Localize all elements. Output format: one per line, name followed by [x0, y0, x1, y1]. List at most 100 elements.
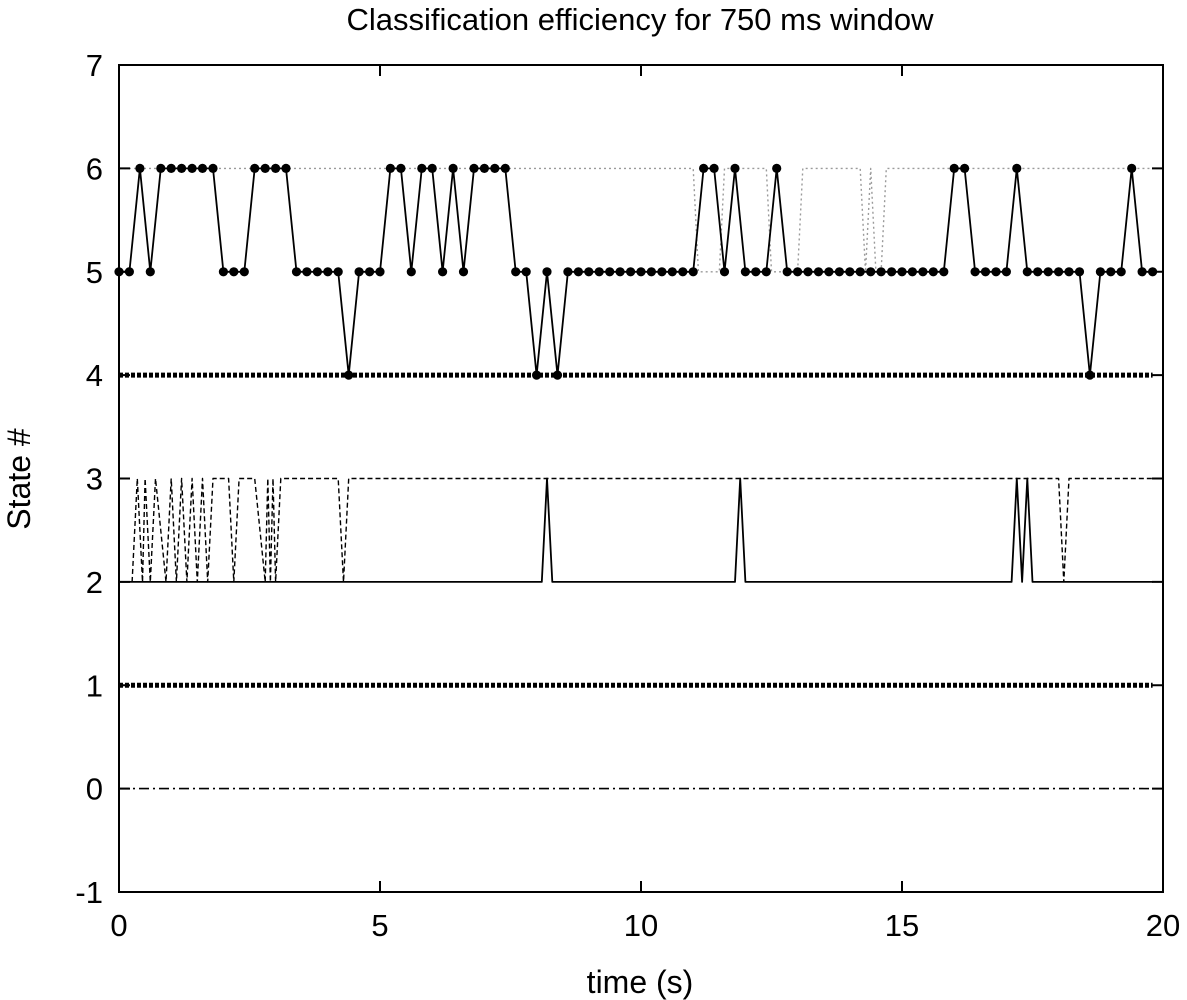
data-point-state-5-classified: [949, 163, 959, 173]
data-point-state-5-classified: [636, 267, 646, 277]
y-tick-label: 7: [86, 48, 103, 83]
data-point-state-5-classified: [521, 267, 531, 277]
data-point-state-5-classified: [406, 267, 416, 277]
data-point-state-5-classified: [866, 267, 876, 277]
data-point-state-5-classified: [563, 267, 573, 277]
y-tick-label: 1: [86, 668, 103, 703]
data-point-state-5-classified: [855, 267, 865, 277]
data-point-state-5-classified: [271, 163, 281, 173]
data-point-state-5-classified: [845, 267, 855, 277]
data-point-state-5-classified: [928, 267, 938, 277]
series-line-state-3: [131, 477, 1153, 583]
data-point-state-5-classified: [793, 267, 803, 277]
y-axis-label: State #: [1, 428, 37, 530]
data-point-state-5-classified: [166, 163, 176, 173]
data-point-state-5-classified: [479, 163, 489, 173]
data-point-state-5-classified: [1116, 267, 1126, 277]
data-point-state-5-classified: [511, 267, 521, 277]
data-point-state-5-classified: [323, 267, 333, 277]
data-point-state-5-classified: [1137, 267, 1147, 277]
data-point-state-5-classified: [980, 267, 991, 277]
data-point-state-5-classified: [991, 267, 1001, 277]
x-tick-label: 0: [110, 908, 127, 943]
data-point-state-5-classified: [907, 267, 918, 277]
y-tick-label: 4: [86, 358, 103, 393]
data-point-state-5-classified: [887, 267, 897, 277]
data-point-state-5-classified: [772, 163, 782, 173]
data-point-state-5-classified: [834, 267, 845, 277]
data-point-state-5-classified: [594, 267, 604, 277]
data-point-state-5-classified: [678, 267, 688, 277]
data-point-state-5-classified: [667, 267, 677, 277]
data-point-state-5-classified: [1085, 370, 1095, 380]
x-axis-label: time (s): [587, 964, 694, 1000]
data-point-state-5-classified: [375, 267, 385, 277]
data-point-state-5-classified: [1074, 267, 1085, 277]
series-line-state-5-classified: [119, 167, 1153, 377]
data-point-state-5-classified: [333, 267, 343, 277]
x-tick-label: 10: [624, 908, 658, 943]
data-point-state-5-classified: [469, 163, 479, 173]
y-tick-label: 2: [86, 565, 103, 600]
data-point-state-5-classified: [354, 267, 364, 277]
data-point-state-5-classified: [417, 163, 427, 173]
data-point-state-5-classified: [584, 267, 594, 277]
data-point-state-5-classified: [135, 163, 145, 173]
data-point-state-5-classified: [1127, 163, 1137, 173]
data-point-state-5-classified: [688, 267, 698, 277]
data-point-state-5-classified: [730, 163, 740, 173]
data-point-state-5-classified: [719, 267, 730, 277]
data-point-state-5-classified: [208, 163, 218, 173]
data-point-state-5-classified: [448, 163, 458, 173]
data-point-state-5-classified: [813, 267, 824, 277]
data-point-state-5-classified: [396, 163, 406, 173]
data-point-state-5-classified: [490, 163, 500, 173]
data-point-state-5-classified: [573, 267, 584, 277]
data-point-state-5-classified: [239, 267, 249, 277]
data-point-state-5-classified: [824, 267, 834, 277]
data-point-state-5-classified: [657, 267, 667, 277]
x-tick-label: 15: [885, 908, 919, 943]
data-point-state-5-classified: [782, 267, 792, 277]
data-point-state-5-classified: [970, 267, 980, 277]
data-point-state-5-classified: [260, 163, 270, 173]
x-tick-label: 20: [1146, 908, 1180, 943]
data-point-state-5-classified: [876, 267, 886, 277]
data-point-state-5-classified: [365, 267, 375, 277]
data-point-state-5-classified: [1033, 267, 1043, 277]
data-point-state-5-classified: [897, 267, 907, 277]
data-point-state-5-classified: [552, 370, 563, 380]
data-point-state-5-classified: [1054, 267, 1064, 277]
y-tick-label: 0: [86, 772, 103, 807]
data-point-state-5-classified: [177, 163, 187, 173]
data-point-state-5-classified: [542, 267, 552, 277]
plot-area: [114, 163, 1158, 790]
data-point-state-5-classified: [1012, 163, 1022, 173]
data-point-state-5-classified: [427, 163, 437, 173]
data-point-state-5-classified: [156, 163, 166, 173]
data-point-state-5-classified: [626, 267, 636, 277]
data-point-state-5-classified: [1022, 267, 1032, 277]
data-point-state-5-classified: [699, 163, 709, 173]
data-point-state-5-classified: [532, 370, 542, 380]
data-point-state-5-classified: [145, 267, 155, 277]
y-tick-label: 3: [86, 462, 103, 497]
data-point-state-5-classified: [302, 267, 312, 277]
data-point-state-5-classified: [1106, 267, 1116, 277]
y-tick-label: 5: [86, 255, 103, 290]
y-tick-label: 6: [86, 151, 103, 186]
data-point-state-5-classified: [960, 163, 970, 173]
data-point-state-5-classified: [229, 267, 239, 277]
data-point-state-5-classified: [615, 267, 625, 277]
data-point-state-5-classified: [500, 163, 510, 173]
data-point-state-5-classified: [385, 163, 395, 173]
chart-title: Classification efficiency for 750 ms win…: [347, 2, 935, 37]
series-line-state-5-true: [119, 167, 1153, 273]
data-point-state-5-classified: [939, 267, 949, 277]
x-tick-label: 5: [371, 908, 388, 943]
data-point-state-5-classified: [458, 267, 469, 277]
data-point-state-5-classified: [1095, 267, 1105, 277]
data-point-state-5-classified: [1064, 267, 1074, 277]
